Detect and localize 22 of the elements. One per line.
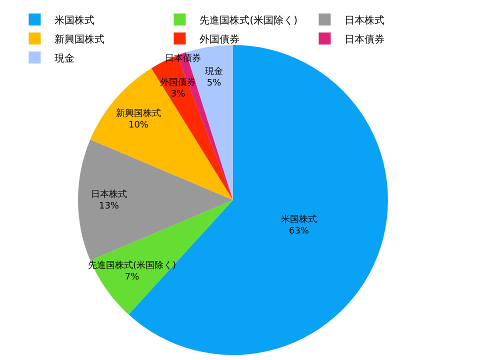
slice-label: 日本株式 bbox=[91, 189, 127, 200]
slice-label: 新興国株式 bbox=[116, 108, 161, 119]
data-label: 3% bbox=[170, 90, 186, 100]
legend-label: 日本債券 bbox=[344, 33, 385, 46]
data-label: 13% bbox=[98, 202, 120, 212]
data-label: 10% bbox=[128, 120, 149, 131]
pie-slice bbox=[78, 140, 233, 260]
pie-slice bbox=[90, 68, 233, 200]
data-label: 5% bbox=[206, 78, 222, 89]
slice-label: 米国株式 bbox=[281, 214, 317, 225]
slice-label: 現金 bbox=[205, 66, 223, 77]
legend-label: 先進国株式(米国除く) bbox=[200, 14, 298, 26]
legend-label: 日本株式 bbox=[344, 14, 385, 26]
pie-slice bbox=[90, 200, 233, 315]
legend-label: 新興国株式 bbox=[54, 33, 105, 46]
legend-label: 現金 bbox=[54, 52, 75, 64]
legend-label: 米国株式 bbox=[54, 14, 95, 26]
slice-label: 外国債券 bbox=[160, 77, 196, 88]
data-label: 63% bbox=[288, 226, 310, 237]
pie-slice bbox=[151, 55, 233, 200]
data-label: 7% bbox=[124, 272, 140, 283]
legend-label: 外国債券 bbox=[200, 33, 240, 46]
